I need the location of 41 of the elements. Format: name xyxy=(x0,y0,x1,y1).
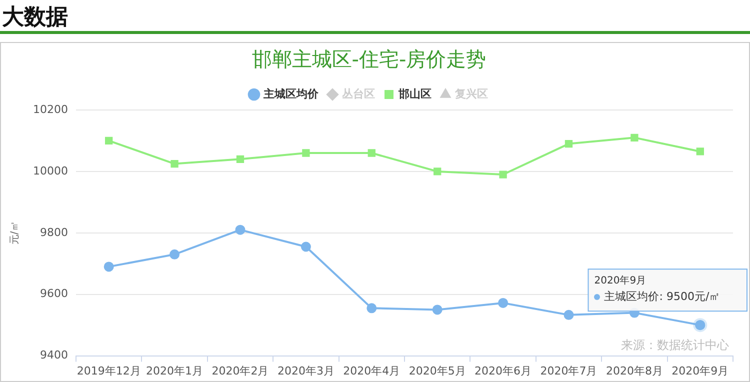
point xyxy=(105,136,113,145)
point xyxy=(170,249,180,260)
y-tick-label: 9800 xyxy=(40,226,68,239)
x-tick-label: 2020年5月 xyxy=(408,364,466,378)
point xyxy=(170,160,178,168)
annotation: 主城区均价: 9500元/㎡ xyxy=(604,290,720,303)
point xyxy=(499,170,507,178)
point xyxy=(498,298,508,308)
point xyxy=(434,168,442,176)
x-tick-label: 2020年9月 xyxy=(672,364,729,378)
x-tick-label: 2020年4月 xyxy=(343,364,400,378)
point xyxy=(302,149,310,157)
x-tick-label: 2020年1月 xyxy=(146,364,204,378)
chart-title: 邯郸主城区-住宅-房价走势 xyxy=(252,47,486,72)
y-tick-label: 9400 xyxy=(40,348,68,362)
point xyxy=(564,140,573,148)
point xyxy=(104,262,114,272)
y-tick-label: 10200 xyxy=(32,102,68,116)
legend-label: 邯山区 xyxy=(398,87,432,100)
x-tick-label: 2020年6月 xyxy=(474,364,532,378)
annotation: 2020年9月 xyxy=(594,274,646,287)
x-tick-label: 2020年3月 xyxy=(277,364,334,378)
y-tick-label: 9600 xyxy=(40,287,68,300)
point xyxy=(696,148,704,156)
text: 大数据 xyxy=(0,0,750,34)
x-tick-label: 2020年2月 xyxy=(212,364,269,378)
point xyxy=(368,149,376,157)
point xyxy=(564,310,574,320)
point xyxy=(432,304,442,315)
point xyxy=(300,242,311,252)
y-axis-title: 元/㎡ xyxy=(10,221,21,245)
x-tick-label: 2020年8月 xyxy=(606,364,663,378)
x-tick-label: 2020年7月 xyxy=(540,364,598,378)
y-tick-label: 10000 xyxy=(32,164,68,178)
point xyxy=(366,303,377,314)
annotation: 来源：数据统计中心 xyxy=(621,338,729,352)
legend-label: 主城区均价 xyxy=(262,87,320,100)
x-tick-label: 2019年12月 xyxy=(76,364,141,378)
point xyxy=(236,155,244,163)
point xyxy=(235,224,246,235)
point xyxy=(630,134,638,142)
